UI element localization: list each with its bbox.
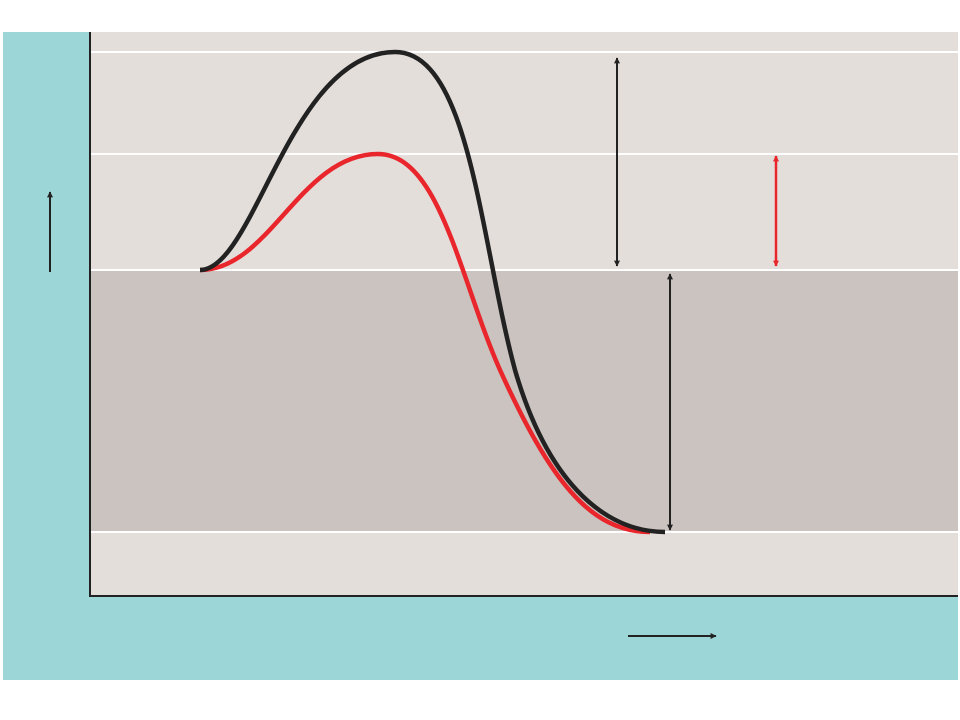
catalyzed-curve — [199, 151, 651, 535]
uncatalyzed-curve — [199, 49, 666, 535]
